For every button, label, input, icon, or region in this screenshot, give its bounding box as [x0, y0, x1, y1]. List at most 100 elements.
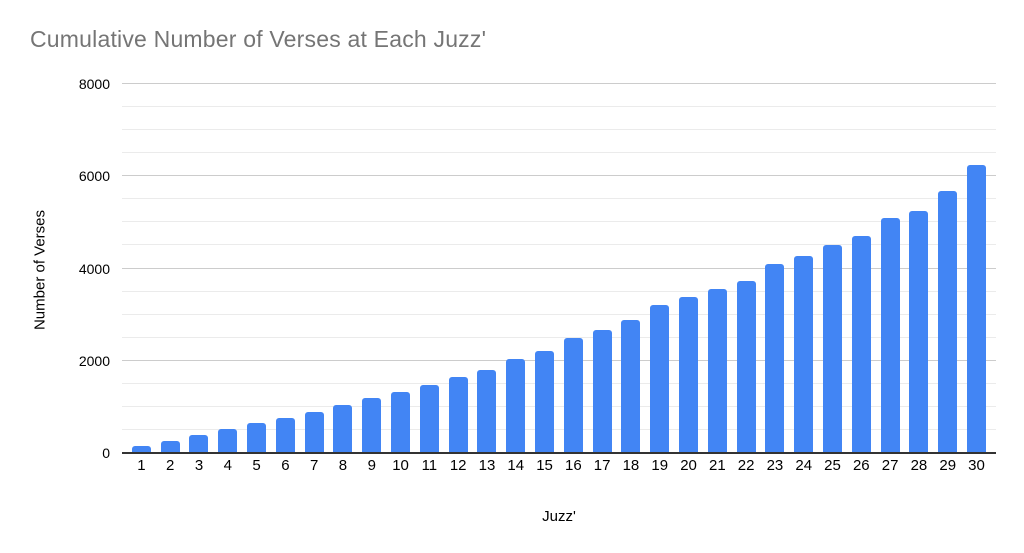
bar-slot-4 [213, 84, 242, 453]
bar-slot-11 [415, 84, 444, 453]
gridline-major-6000 [122, 175, 996, 177]
y-tick-0: 0 [102, 445, 110, 461]
gridline-minor-3500 [122, 290, 996, 292]
bar-juzz-7 [304, 411, 324, 453]
x-tick-23: 23 [766, 457, 784, 474]
bar-slot-16 [559, 84, 588, 453]
bar-slot-21 [703, 84, 732, 453]
x-axis-line [122, 452, 996, 454]
bar-juzz-10 [391, 391, 411, 453]
gridline-minor-7000 [122, 129, 996, 131]
bar-juzz-29 [938, 191, 958, 453]
bar-slot-24 [789, 84, 818, 453]
bar-juzz-24 [794, 256, 814, 453]
bar-slot-30 [962, 84, 991, 453]
bar-slot-27 [876, 84, 905, 453]
x-tick-26: 26 [852, 457, 870, 474]
x-tick-11: 11 [421, 457, 438, 474]
x-tick-5: 5 [252, 457, 261, 474]
bar-slot-25 [818, 84, 847, 453]
bar-juzz-23 [765, 264, 785, 453]
bar-slot-20 [674, 84, 703, 453]
gridline-minor-3000 [122, 313, 996, 315]
bar-slot-3 [185, 84, 214, 453]
bar-slot-5 [242, 84, 271, 453]
x-axis-title: Juzz' [542, 508, 576, 525]
x-tick-22: 22 [737, 457, 755, 474]
gridline-major-2000 [122, 359, 996, 361]
bar-juzz-14 [506, 359, 526, 453]
bar-slot-26 [847, 84, 876, 453]
bar-juzz-20 [679, 296, 699, 453]
gridline-minor-1500 [122, 382, 996, 384]
bar-slot-22 [732, 84, 761, 453]
bar-juzz-3 [189, 435, 209, 453]
chart-title: Cumulative Number of Verses at Each Juzz… [30, 26, 487, 52]
gridline-minor-5500 [122, 198, 996, 200]
x-tick-24: 24 [795, 457, 813, 474]
bar-juzz-26 [851, 235, 871, 453]
x-tick-16: 16 [565, 457, 582, 474]
bar-slot-29 [933, 84, 962, 453]
bar-juzz-8 [333, 404, 353, 453]
bar-juzz-9 [362, 397, 382, 453]
x-tick-2: 2 [166, 457, 175, 474]
gridline-minor-7500 [122, 106, 996, 108]
gridline-minor-500 [122, 428, 996, 430]
bar-juzz-6 [275, 418, 295, 453]
bar-juzz-25 [823, 244, 843, 453]
bar-slot-15 [530, 84, 559, 453]
x-tick-29: 29 [939, 457, 957, 474]
x-tick-27: 27 [881, 457, 899, 474]
y-tick-6000: 6000 [78, 168, 110, 185]
bar-juzz-5 [247, 423, 267, 453]
x-tick-30: 30 [968, 457, 985, 474]
bar-slot-28 [905, 84, 934, 453]
gridline-minor-4500 [122, 244, 996, 246]
bar-slot-17 [588, 84, 617, 453]
bar-slot-12 [444, 84, 473, 453]
y-tick-4000: 4000 [78, 260, 110, 277]
bar-juzz-19 [650, 304, 670, 453]
x-tick-7: 7 [310, 457, 319, 474]
x-tick-4: 4 [223, 457, 232, 474]
bar-slot-10 [386, 84, 415, 453]
gridline-minor-5000 [122, 221, 996, 223]
x-tick-20: 20 [680, 457, 697, 474]
bar-juzz-28 [909, 211, 929, 453]
bar-juzz-27 [880, 217, 900, 453]
x-tick-13: 13 [478, 457, 496, 474]
bar-juzz-12 [448, 377, 468, 453]
x-tick-28: 28 [910, 457, 928, 474]
bar-juzz-11 [419, 384, 439, 453]
x-tick-6: 6 [281, 457, 290, 474]
y-axis-ticks: 0 2000 4000 6000 8000 [0, 76, 110, 461]
bar-juzz-1 [131, 446, 151, 453]
bar-slot-18 [617, 84, 646, 453]
bar-juzz-17 [592, 329, 612, 453]
bar-juzz-18 [621, 320, 641, 453]
bar-slot-19 [645, 84, 674, 453]
gridline-minor-1000 [122, 405, 996, 407]
bar-slot-1 [127, 84, 156, 453]
x-tick-8: 8 [338, 457, 348, 474]
bar-slot-2 [156, 84, 185, 453]
bar-juzz-13 [477, 369, 497, 453]
bar-juzz-16 [563, 338, 583, 453]
x-axis-ticks: 1 2 3 4 5 6 7 8 9 10 11 12 13 14 15 16 17 18 19 20 21 22 23 24 2… [122, 458, 996, 474]
bar-slot-8 [329, 84, 358, 453]
gridline-major-4000 [122, 267, 996, 269]
x-tick-9: 9 [367, 457, 376, 474]
x-tick-19: 19 [651, 457, 669, 474]
bar-juzz-22 [736, 280, 756, 453]
bar-slot-13 [473, 84, 502, 453]
x-tick-15: 15 [536, 457, 553, 474]
x-tick-10: 10 [392, 457, 409, 474]
bar-slot-23 [761, 84, 790, 453]
y-tick-2000: 2000 [78, 352, 110, 369]
bar-slot-7 [300, 84, 329, 453]
y-tick-8000: 8000 [78, 76, 110, 92]
bar-slot-9 [357, 84, 386, 453]
bar-slot-14 [501, 84, 530, 453]
